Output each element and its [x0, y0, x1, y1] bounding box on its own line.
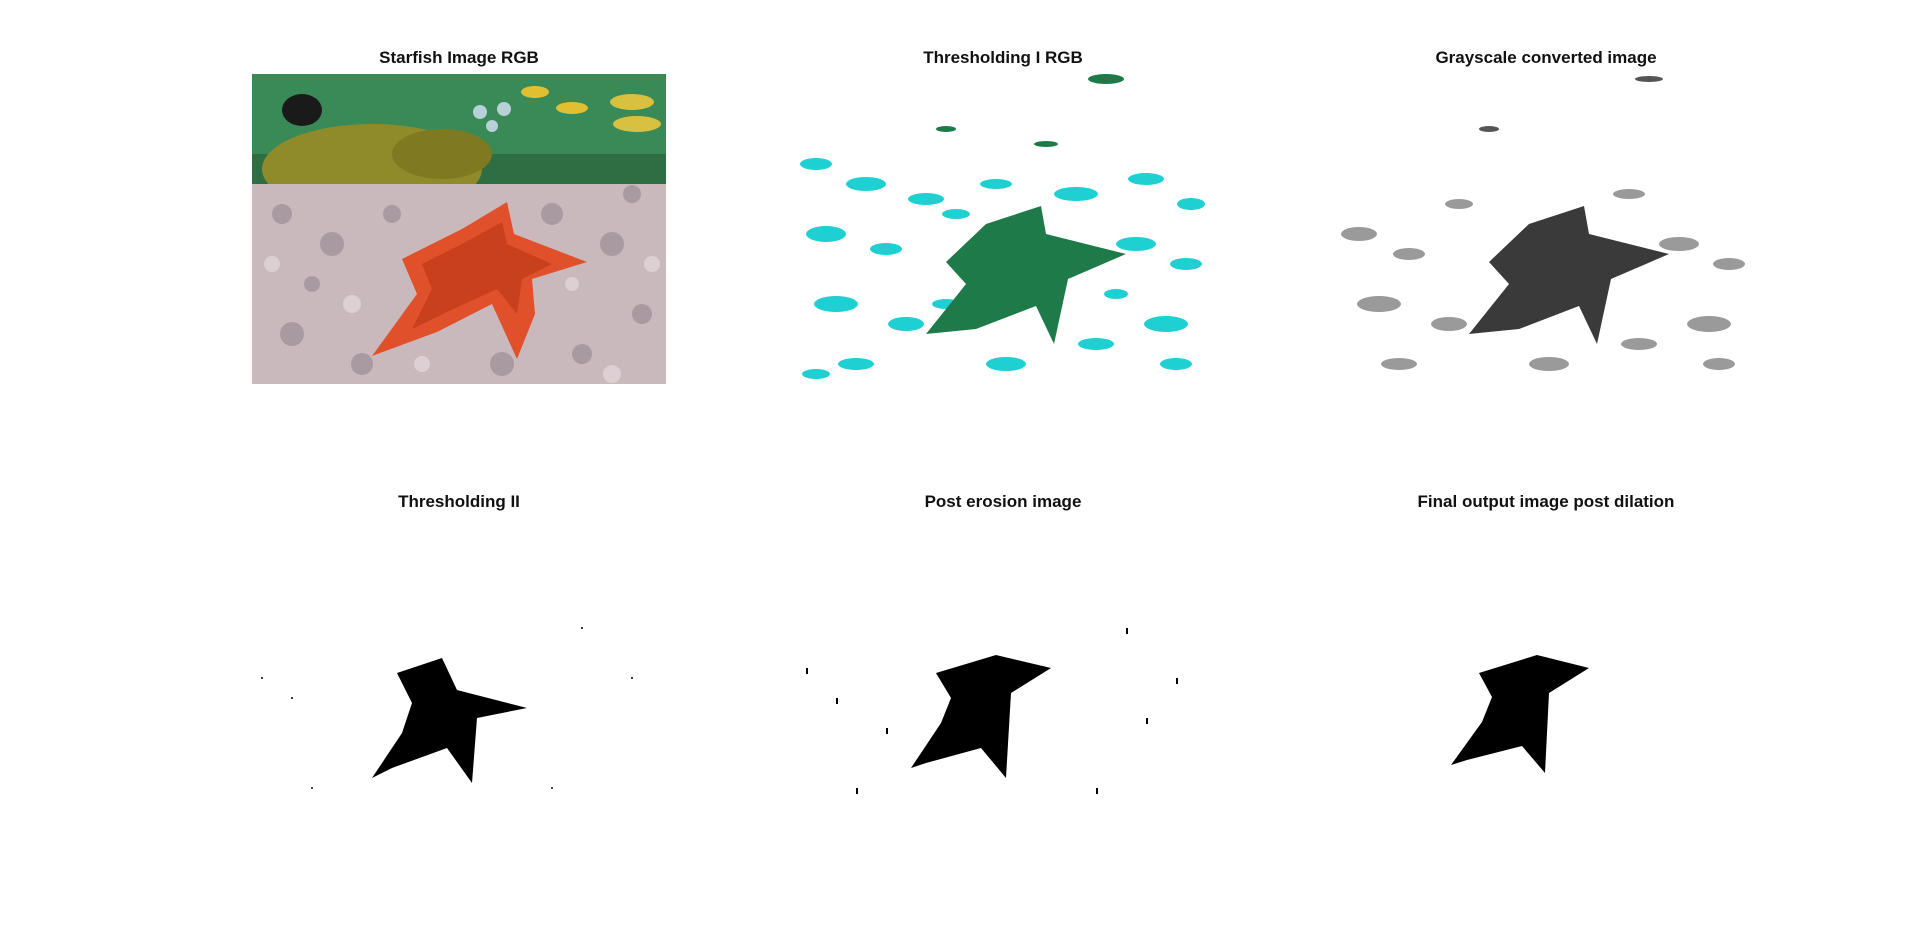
thresholding-2-svg [252, 518, 666, 828]
panel-title: Thresholding II [398, 492, 520, 511]
final-output-svg [1339, 518, 1753, 828]
panel-starfish-rgb: Starfish Image RGB [252, 48, 666, 384]
panel-thresholding-1: Thresholding I RGB [796, 48, 1210, 384]
starfish-rgb-image [252, 74, 666, 384]
starfish-rgb-svg [252, 74, 666, 384]
thresholding-2-image [252, 518, 666, 828]
grayscale-svg [1339, 74, 1753, 384]
post-erosion-svg [796, 518, 1210, 828]
panel-title: Starfish Image RGB [379, 48, 539, 67]
panel-final-output: Final output image post dilation [1339, 492, 1753, 828]
thresholding-1-image [796, 74, 1210, 384]
post-erosion-image [796, 518, 1210, 828]
panel-thresholding-2: Thresholding II [252, 492, 666, 828]
thresholding-1-svg [796, 74, 1210, 384]
final-output-image [1339, 518, 1753, 828]
panel-post-erosion: Post erosion image [796, 492, 1210, 828]
panel-title: Thresholding I RGB [923, 48, 1083, 67]
grayscale-image [1339, 74, 1753, 384]
panel-title: Grayscale converted image [1435, 48, 1657, 67]
panel-grayscale: Grayscale converted image [1339, 48, 1753, 384]
panel-title: Post erosion image [924, 492, 1082, 511]
panel-title: Final output image post dilation [1417, 492, 1675, 511]
